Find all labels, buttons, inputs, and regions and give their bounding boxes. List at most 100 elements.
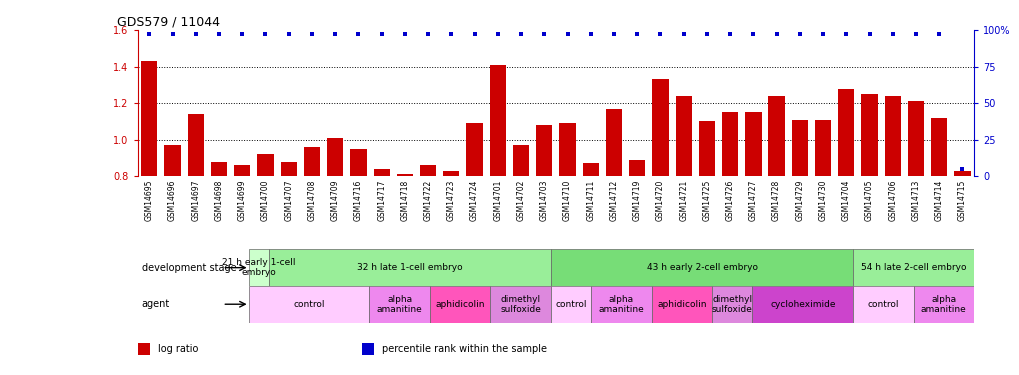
- Bar: [327, 138, 343, 322]
- Point: [304, 32, 320, 38]
- Point: [420, 32, 436, 38]
- Text: GSM14703: GSM14703: [539, 180, 548, 221]
- Text: GSM14702: GSM14702: [516, 180, 525, 221]
- Text: GSM14715: GSM14715: [957, 180, 966, 221]
- Point: [489, 32, 505, 38]
- Bar: [141, 61, 157, 322]
- Bar: [954, 171, 970, 322]
- Text: GSM14722: GSM14722: [423, 180, 432, 221]
- Text: GSM14724: GSM14724: [470, 180, 479, 221]
- Bar: [698, 122, 714, 322]
- Point: [396, 32, 413, 38]
- Text: GSM14710: GSM14710: [562, 180, 572, 221]
- Point: [767, 32, 784, 38]
- Bar: [304, 147, 320, 322]
- Point: [721, 32, 738, 38]
- Bar: [721, 112, 738, 322]
- Point: [164, 32, 180, 38]
- Text: dimethyl
sulfoxide: dimethyl sulfoxide: [499, 294, 540, 314]
- Point: [211, 32, 227, 38]
- Text: alpha
amanitine: alpha amanitine: [376, 294, 422, 314]
- Point: [860, 32, 876, 38]
- Bar: [651, 286, 711, 322]
- Bar: [234, 165, 250, 322]
- Text: alpha
amanitine: alpha amanitine: [598, 294, 644, 314]
- Text: GSM14721: GSM14721: [679, 180, 688, 221]
- Bar: [466, 123, 482, 322]
- Bar: [861, 94, 876, 322]
- Text: GSM14717: GSM14717: [377, 180, 386, 221]
- Bar: [536, 125, 552, 322]
- Point: [558, 32, 575, 38]
- Bar: [629, 160, 645, 322]
- Text: GSM14695: GSM14695: [145, 180, 154, 221]
- Text: GSM14727: GSM14727: [748, 180, 757, 221]
- Text: aphidicolin: aphidicolin: [656, 300, 706, 309]
- Bar: [249, 286, 369, 322]
- Bar: [558, 123, 575, 322]
- Point: [652, 32, 668, 38]
- Text: agent: agent: [142, 299, 170, 309]
- Text: GSM14705: GSM14705: [864, 180, 873, 221]
- Bar: [582, 164, 598, 322]
- Text: 21 h early 1-cell
embryо: 21 h early 1-cell embryо: [222, 258, 296, 278]
- Bar: [745, 112, 761, 322]
- Point: [698, 32, 714, 38]
- Text: GSM14726: GSM14726: [725, 180, 734, 221]
- Point: [513, 32, 529, 38]
- Text: GSM14712: GSM14712: [609, 180, 618, 221]
- Point: [629, 32, 645, 38]
- Text: alpha
amanitine: alpha amanitine: [920, 294, 966, 314]
- Point: [257, 32, 273, 38]
- Point: [954, 166, 970, 172]
- Bar: [396, 174, 413, 322]
- Text: GSM14700: GSM14700: [261, 180, 270, 221]
- Point: [745, 32, 761, 38]
- Point: [838, 32, 854, 38]
- Text: 54 h late 2-cell embryo: 54 h late 2-cell embryo: [860, 263, 965, 272]
- Point: [536, 32, 552, 38]
- Text: GSM14714: GSM14714: [933, 180, 943, 221]
- Text: 43 h early 2-cell embryo: 43 h early 2-cell embryo: [646, 263, 757, 272]
- Bar: [652, 80, 667, 322]
- Point: [791, 32, 807, 38]
- Bar: [605, 109, 622, 322]
- Text: GSM14696: GSM14696: [168, 180, 177, 221]
- Text: GSM14718: GSM14718: [400, 180, 409, 221]
- Bar: [373, 169, 389, 322]
- Bar: [852, 249, 973, 286]
- Bar: [164, 145, 180, 322]
- Bar: [930, 118, 947, 322]
- Text: GDS579 / 11044: GDS579 / 11044: [117, 16, 220, 29]
- Bar: [791, 120, 807, 322]
- Bar: [711, 286, 752, 322]
- Bar: [852, 286, 913, 322]
- Text: GSM14699: GSM14699: [237, 180, 247, 221]
- Bar: [550, 249, 852, 286]
- Bar: [420, 165, 436, 322]
- Text: GSM14709: GSM14709: [330, 180, 339, 221]
- Text: cycloheximide: cycloheximide: [769, 300, 835, 309]
- Text: aphidicolin: aphidicolin: [435, 300, 484, 309]
- Bar: [268, 249, 550, 286]
- Bar: [550, 286, 591, 322]
- Bar: [369, 286, 430, 322]
- Point: [141, 32, 157, 38]
- Text: GSM14723: GSM14723: [446, 180, 455, 221]
- Point: [814, 32, 830, 38]
- Bar: [767, 96, 784, 322]
- Bar: [752, 286, 852, 322]
- Point: [442, 32, 459, 38]
- Bar: [513, 145, 529, 322]
- Point: [466, 32, 482, 38]
- Point: [605, 32, 622, 38]
- Text: GSM14711: GSM14711: [586, 180, 595, 221]
- Point: [373, 32, 389, 38]
- Text: dimethyl
sulfoxide: dimethyl sulfoxide: [711, 294, 752, 314]
- Point: [883, 32, 900, 38]
- Text: GSM14730: GSM14730: [818, 180, 826, 221]
- Bar: [249, 249, 268, 286]
- Bar: [430, 286, 490, 322]
- Text: GSM14728: GSM14728: [771, 180, 781, 221]
- Text: percentile rank within the sample: percentile rank within the sample: [382, 345, 547, 354]
